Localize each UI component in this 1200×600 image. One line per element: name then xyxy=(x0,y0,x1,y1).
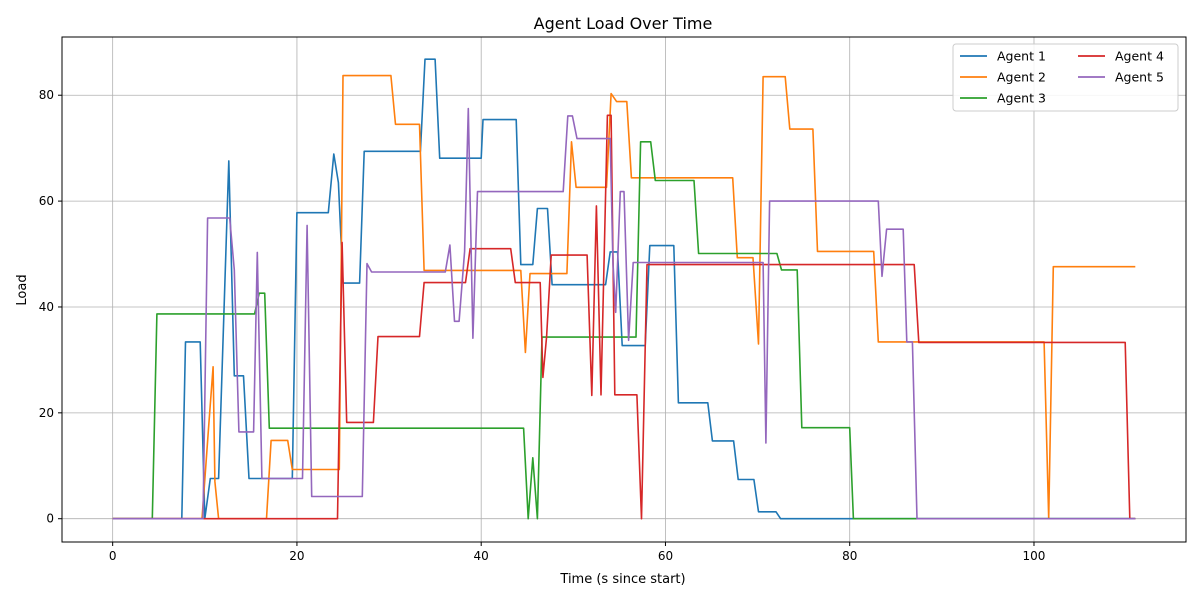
series-line-agent-3 xyxy=(112,141,1136,520)
y-tick-label: 20 xyxy=(39,406,54,420)
legend-label: Agent 4 xyxy=(1115,49,1164,64)
y-tick-label: 40 xyxy=(39,300,54,314)
plot-frame xyxy=(61,36,1187,543)
legend: Agent 1 Agent 2 Agent 3 Agent 4 Agent 5 xyxy=(952,43,1179,112)
legend-box xyxy=(952,43,1179,112)
series-line-agent-5 xyxy=(112,107,1136,520)
series-line-agent-4 xyxy=(112,114,1136,520)
x-tick-label: 80 xyxy=(842,549,857,563)
series-line-agent-1 xyxy=(112,58,1136,520)
legend-label: Agent 2 xyxy=(997,70,1046,85)
legend-label: Agent 1 xyxy=(997,49,1046,64)
legend-label: Agent 5 xyxy=(1115,70,1164,85)
x-tick-label: 60 xyxy=(658,549,673,563)
y-axis-label: Load xyxy=(15,274,30,305)
chart-title: Agent Load Over Time xyxy=(534,14,713,33)
x-tick-label: 20 xyxy=(289,549,304,563)
x-axis-label: Time (s since start) xyxy=(559,572,685,587)
x-tick-label: 100 xyxy=(1023,549,1046,563)
y-tick-label: 80 xyxy=(39,88,54,102)
y-tick-label: 60 xyxy=(39,194,54,208)
legend-label: Agent 3 xyxy=(997,91,1046,106)
y-tick-label: 0 xyxy=(46,512,54,526)
x-tick-label: 40 xyxy=(474,549,489,563)
x-tick-label: 0 xyxy=(109,549,117,563)
y-axis-ticks: 0 20 40 60 80 xyxy=(39,88,62,526)
x-axis-ticks: 0 20 40 60 80 100 xyxy=(109,542,1046,563)
series-lines xyxy=(112,58,1136,520)
series-line-agent-2 xyxy=(112,74,1136,520)
